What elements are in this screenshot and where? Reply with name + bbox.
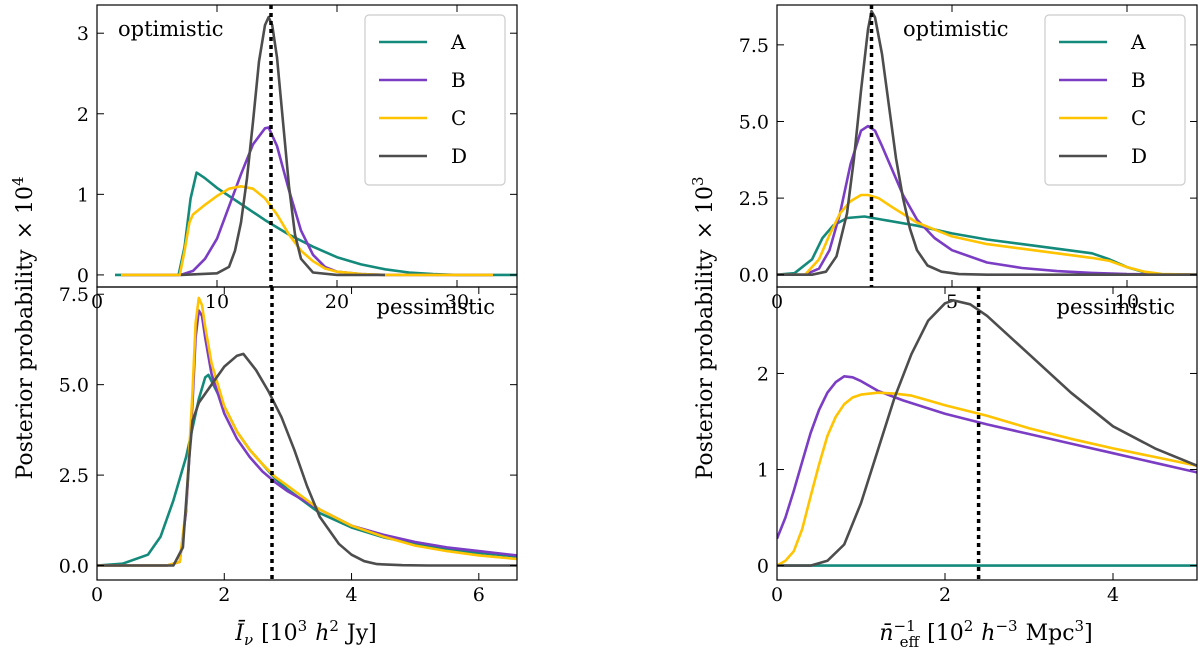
series-B-line [777, 375, 1197, 540]
panel-annotation: pessimistic [377, 295, 495, 319]
x-tick-label: 2 [939, 584, 951, 606]
legend-label-D: D [451, 144, 467, 168]
legend-label-C: C [451, 106, 466, 130]
legend-label-D: D [1131, 144, 1147, 168]
y-tick-label: 2 [77, 104, 89, 126]
y-tick-label: 5.0 [739, 111, 769, 133]
legend-label-B: B [451, 68, 466, 92]
legend-label-A: A [450, 30, 466, 54]
x-tick-label: 2 [218, 584, 230, 606]
y-tick-label: 0 [757, 556, 769, 578]
x-tick-label: 10 [205, 291, 229, 313]
legend-label-A: A [1130, 30, 1146, 54]
x-tick-label: 6 [473, 584, 485, 606]
series-D-line [777, 9, 1197, 276]
series-C-line [777, 193, 1197, 276]
y-tick-label: 2.5 [59, 465, 89, 487]
series-C-line [121, 185, 493, 277]
series-B-line [777, 124, 1197, 276]
y-tick-label: 1 [77, 184, 89, 206]
y-tick-label: 5.0 [59, 375, 89, 397]
x-tick-label: 4 [345, 584, 357, 606]
y-tick-label: 0.0 [739, 265, 769, 287]
series-A-line [97, 373, 517, 567]
panel-pessimistic-intensity: 0 2 4 6 0.0 2.5 5.0 7.5 pessimistic [59, 284, 518, 606]
x-tick-label: 4 [1107, 584, 1119, 606]
panel-annotation: optimistic [118, 17, 224, 41]
axes-frame [96, 286, 518, 581]
left-y-axis-label: Posterior probability× 104 [9, 176, 38, 479]
left-x-axis-label: Īν [103 h2 Jy] [234, 617, 377, 649]
right-y-axis-label: Posterior probability× 103 [689, 176, 718, 479]
axes-frame [776, 286, 1198, 581]
series-D-line [180, 15, 385, 277]
x-tick-label: 0 [771, 584, 783, 606]
series-D-line [97, 352, 517, 567]
x-tick-label: 20 [325, 291, 349, 313]
series-C-line [777, 391, 1197, 567]
right-x-axis-label: n̄−1 eff [102 h−3 Mpc3] [879, 617, 1092, 651]
y-tick-label: 7.5 [59, 284, 89, 306]
panel-annotation: pessimistic [1057, 295, 1175, 319]
y-tick-label: 0 [77, 265, 89, 287]
series-B-line [97, 309, 517, 567]
x-tick-label: 30 [445, 291, 469, 313]
y-tick-label: 1 [757, 460, 769, 482]
x-tick-label: 0 [91, 584, 103, 606]
y-tick-label: 7.5 [739, 35, 769, 57]
x-tick-label: 10 [1115, 291, 1139, 313]
series-D-line [777, 299, 1197, 567]
y-tick-label: 2 [757, 363, 769, 385]
y-tick-label: 2.5 [739, 188, 769, 210]
panel-annotation: optimistic [903, 17, 1009, 41]
series-A-line [115, 171, 517, 277]
legend-label-C: C [1131, 106, 1146, 130]
series-C-line [97, 296, 517, 567]
panel-pessimistic-noise: 0 2 4 0 1 2 pessimistic [757, 286, 1198, 606]
legend-label-B: B [1131, 68, 1146, 92]
y-tick-label: 0.0 [59, 556, 89, 578]
y-tick-label: 3 [77, 23, 89, 45]
